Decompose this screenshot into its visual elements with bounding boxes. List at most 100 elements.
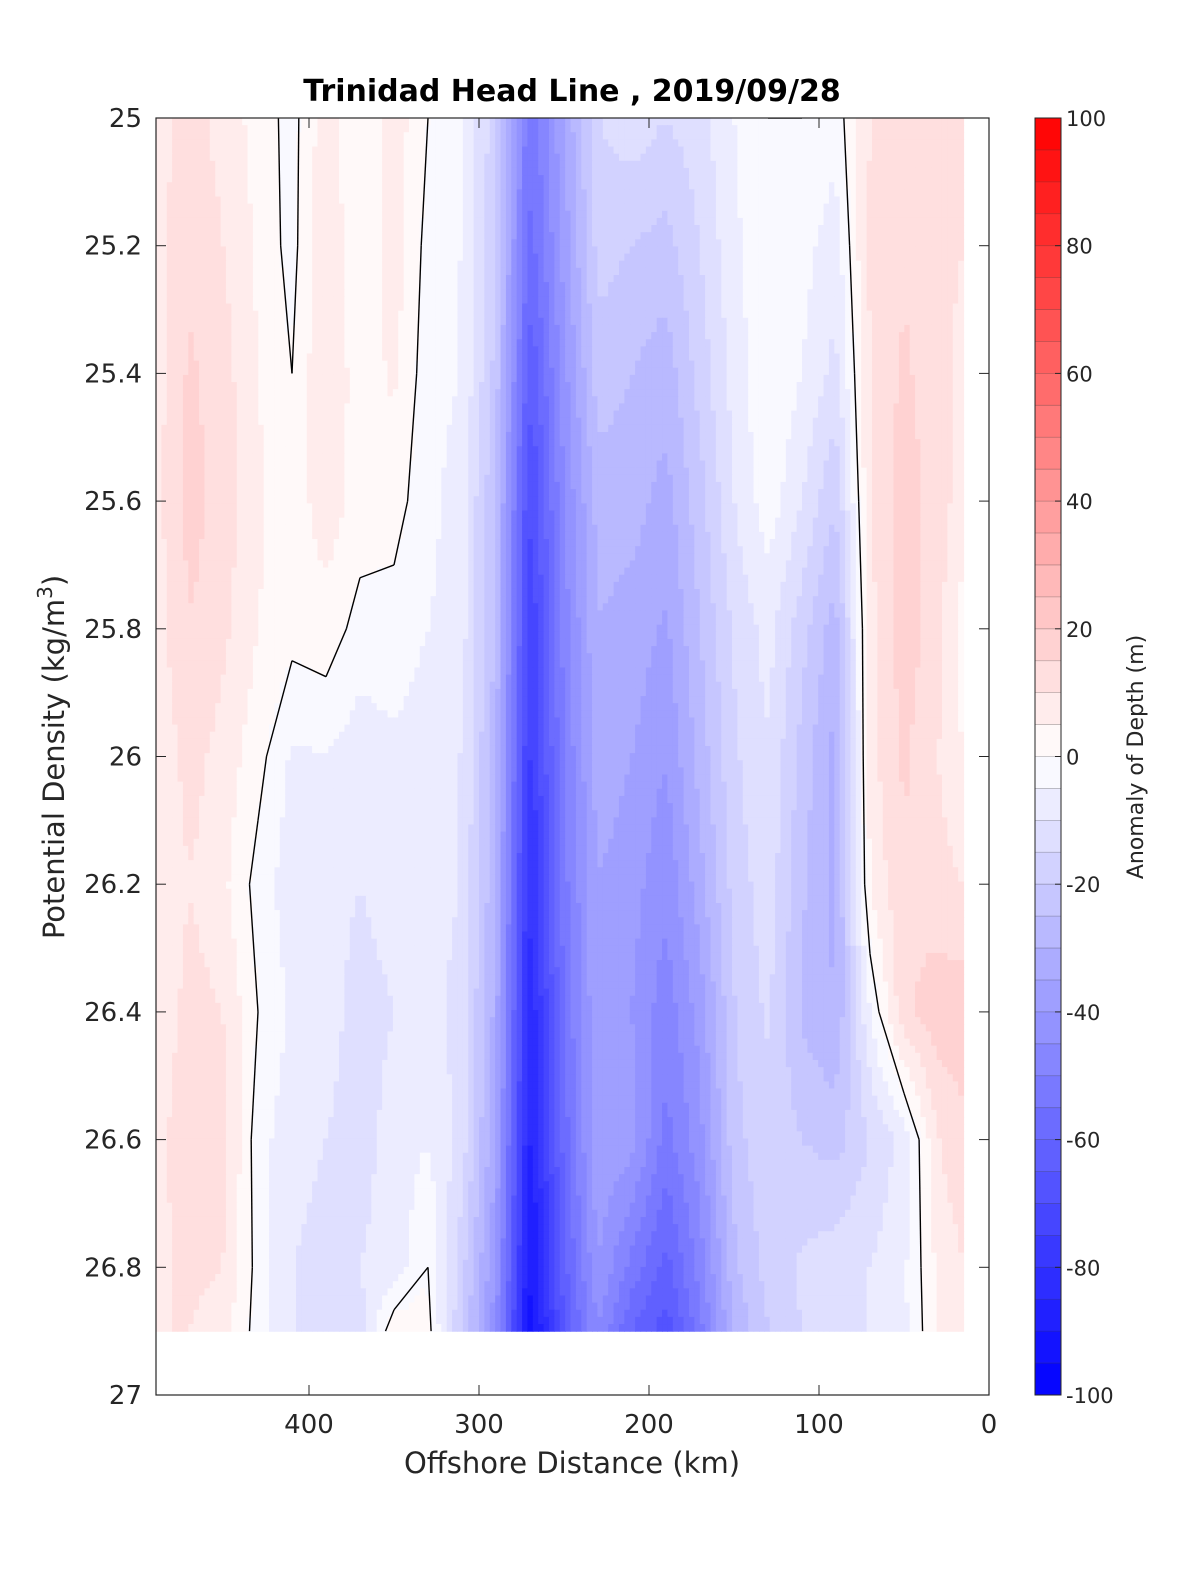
heatmap-cell: [657, 296, 663, 304]
heatmap-cell: [215, 125, 221, 133]
heatmap-cell: [571, 125, 577, 133]
heatmap-cell: [630, 125, 636, 133]
heatmap-cell: [307, 261, 313, 269]
heatmap-cell: [581, 254, 587, 262]
heatmap-cell: [894, 268, 900, 276]
heatmap-cell: [754, 168, 760, 176]
heatmap-cell: [328, 346, 334, 354]
heatmap-cell: [398, 132, 404, 140]
heatmap-cell: [231, 318, 237, 326]
heatmap-cell: [194, 332, 200, 340]
heatmap-cell: [328, 282, 334, 290]
heatmap-cell: [457, 282, 463, 290]
heatmap-cell: [920, 318, 926, 326]
heatmap-cell: [883, 289, 889, 297]
heatmap-cell: [258, 268, 264, 276]
heatmap-cell: [264, 218, 270, 226]
heatmap-cell: [382, 282, 388, 290]
heatmap-cell: [226, 261, 232, 269]
heatmap-cell: [775, 296, 781, 304]
heatmap-cell: [920, 125, 926, 133]
heatmap-cell: [608, 296, 614, 304]
heatmap-cell: [947, 232, 953, 240]
heatmap-cell: [398, 311, 404, 319]
heatmap-cell: [425, 232, 431, 240]
heatmap-cell: [942, 325, 948, 333]
heatmap-cell: [522, 125, 528, 133]
heatmap-cell: [630, 346, 636, 354]
heatmap-cell: [463, 182, 469, 190]
heatmap-cell: [705, 289, 711, 297]
heatmap-cell: [393, 282, 399, 290]
heatmap-cell: [759, 118, 765, 126]
heatmap-cell: [350, 268, 356, 276]
heatmap-cell: [684, 311, 690, 319]
heatmap-cell: [829, 197, 835, 205]
heatmap-cell: [910, 232, 916, 240]
heatmap-cell: [689, 182, 695, 190]
heatmap-cell: [791, 332, 797, 340]
heatmap-cell: [538, 197, 544, 205]
heatmap-cell: [646, 218, 652, 226]
heatmap-cell: [447, 175, 453, 183]
heatmap-cell: [248, 254, 254, 262]
heatmap-cell: [630, 268, 636, 276]
heatmap-cell: [339, 246, 345, 254]
heatmap-cell: [334, 261, 340, 269]
heatmap-cell: [700, 211, 706, 219]
heatmap-cell: [382, 346, 388, 354]
heatmap-cell: [630, 232, 636, 240]
heatmap-cell: [549, 118, 555, 126]
heatmap-cell: [576, 318, 582, 326]
heatmap-cell: [210, 296, 216, 304]
heatmap-cell: [474, 182, 480, 190]
heatmap-cell: [657, 318, 663, 326]
heatmap-cell: [366, 353, 372, 361]
heatmap-cell: [710, 225, 716, 233]
heatmap-cell: [538, 318, 544, 326]
heatmap-cell: [495, 289, 501, 297]
heatmap-cell: [834, 197, 840, 205]
heatmap-cell: [242, 132, 248, 140]
heatmap-cell: [667, 125, 673, 133]
heatmap-cell: [829, 282, 835, 290]
heatmap-cell: [780, 296, 786, 304]
heatmap-cell: [947, 168, 953, 176]
heatmap-cell: [888, 147, 894, 155]
heatmap-cell: [522, 346, 528, 354]
heatmap-cell: [425, 218, 431, 226]
heatmap-cell: [565, 254, 571, 262]
heatmap-cell: [850, 168, 856, 176]
heatmap-cell: [646, 275, 652, 283]
heatmap-cell: [657, 132, 663, 140]
heatmap-cell: [538, 211, 544, 219]
heatmap-cell: [700, 346, 706, 354]
heatmap-cell: [689, 154, 695, 162]
heatmap-cell: [818, 161, 824, 169]
heatmap-cell: [958, 197, 964, 205]
heatmap-cell: [506, 275, 512, 283]
heatmap-cell: [350, 168, 356, 176]
heatmap-cell: [334, 282, 340, 290]
heatmap-cell: [764, 197, 770, 205]
heatmap-cell: [797, 311, 803, 319]
heatmap-cell: [748, 161, 754, 169]
heatmap-cell: [727, 118, 733, 126]
heatmap-cell: [920, 304, 926, 312]
heatmap-cell: [565, 218, 571, 226]
heatmap-cell: [538, 232, 544, 240]
heatmap-cell: [538, 254, 544, 262]
heatmap-cell: [861, 154, 867, 162]
heatmap-cell: [883, 232, 889, 240]
heatmap-cell: [269, 197, 275, 205]
heatmap-cell: [684, 254, 690, 262]
heatmap-cell: [689, 225, 695, 233]
heatmap-cell: [366, 268, 372, 276]
heatmap-cell: [867, 239, 873, 247]
heatmap-cell: [554, 232, 560, 240]
heatmap-cell: [366, 154, 372, 162]
heatmap-cell: [770, 332, 776, 340]
heatmap-cell: [748, 182, 754, 190]
heatmap-cell: [678, 239, 684, 247]
heatmap-cell: [436, 125, 442, 133]
